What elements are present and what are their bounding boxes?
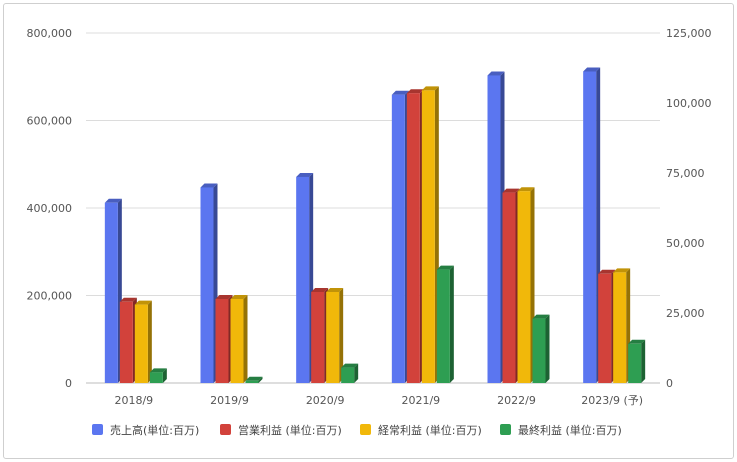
y-right-tick-label: 100,000 <box>666 97 712 110</box>
bar <box>628 343 642 383</box>
bar <box>406 93 420 383</box>
bar <box>502 192 516 383</box>
bar <box>200 187 214 383</box>
bar <box>583 71 597 383</box>
bar <box>149 372 163 383</box>
bar <box>134 304 148 383</box>
bar-top <box>296 172 314 177</box>
bar-top <box>532 314 550 319</box>
bar-top <box>134 300 152 305</box>
bar-top <box>628 339 646 344</box>
bar <box>230 299 244 383</box>
bar <box>532 318 546 383</box>
bar-top <box>215 295 233 299</box>
bar-top <box>436 265 454 270</box>
legend-swatch <box>92 424 103 435</box>
y-right-tick-label: 0 <box>666 377 673 390</box>
bar-top <box>245 376 263 381</box>
legend-label: 経常利益 (単位:百万) <box>378 423 482 437</box>
bar-side <box>354 363 359 383</box>
bar <box>104 202 118 383</box>
bar <box>311 292 325 383</box>
bar <box>598 273 612 383</box>
x-tick-label: 2020/9 <box>306 394 345 407</box>
bar-top <box>406 89 424 94</box>
bar-top <box>583 67 601 72</box>
bar <box>245 380 259 383</box>
bar-side <box>545 314 550 383</box>
bar <box>341 367 355 383</box>
bar <box>326 292 340 383</box>
bar-top <box>230 295 248 299</box>
y-right-tick-label: 125,000 <box>666 27 712 40</box>
bar-side <box>339 288 344 383</box>
bar-top <box>391 90 409 95</box>
bar-top <box>326 288 344 292</box>
bar-top <box>341 363 359 368</box>
bar-side <box>449 265 454 383</box>
bar-top <box>613 268 631 273</box>
bar <box>296 176 310 383</box>
bar-top <box>502 188 520 193</box>
bar <box>487 75 501 383</box>
bar-top <box>517 187 535 192</box>
legend-label: 最終利益 (単位:百万) <box>518 423 622 437</box>
bar-top <box>119 297 137 302</box>
legend-label: 売上高(単位:百万) <box>110 423 199 437</box>
bar <box>421 90 435 384</box>
bar <box>436 269 450 383</box>
bar-side <box>147 300 152 383</box>
x-tick-label: 2022/9 <box>497 394 536 407</box>
x-tick-label: 2019/9 <box>210 394 249 407</box>
y-right-tick-label: 25,000 <box>666 307 705 320</box>
bar <box>215 299 229 383</box>
y-left-tick-label: 400,000 <box>27 202 73 215</box>
bar-top <box>149 368 167 373</box>
bar-side <box>258 376 263 383</box>
bar-top <box>104 198 122 203</box>
bar-top <box>311 288 329 292</box>
bar <box>119 301 133 383</box>
x-tick-label: 2021/9 <box>401 394 440 407</box>
legend-swatch <box>500 424 511 435</box>
legend-swatch <box>220 424 231 435</box>
bar <box>613 272 627 383</box>
legend-swatch <box>360 424 371 435</box>
bar-side <box>162 368 167 383</box>
y-left-tick-label: 0 <box>65 377 72 390</box>
bar-side <box>243 295 248 383</box>
bar-top <box>421 86 439 91</box>
y-right-tick-label: 75,000 <box>666 167 705 180</box>
y-left-tick-label: 600,000 <box>27 115 73 128</box>
y-left-tick-label: 800,000 <box>27 27 73 40</box>
legend-label: 営業利益 (単位:百万) <box>238 423 342 437</box>
x-tick-label: 2018/9 <box>114 394 153 407</box>
bar <box>517 191 531 383</box>
bar <box>391 94 405 383</box>
y-right-tick-label: 50,000 <box>666 237 705 250</box>
bar-top <box>598 269 616 274</box>
y-left-tick-label: 200,000 <box>27 290 73 303</box>
bar-top <box>200 183 218 188</box>
bar-side <box>641 339 646 383</box>
x-tick-label: 2023/9 (予) <box>581 394 643 407</box>
bar-top <box>487 71 505 76</box>
